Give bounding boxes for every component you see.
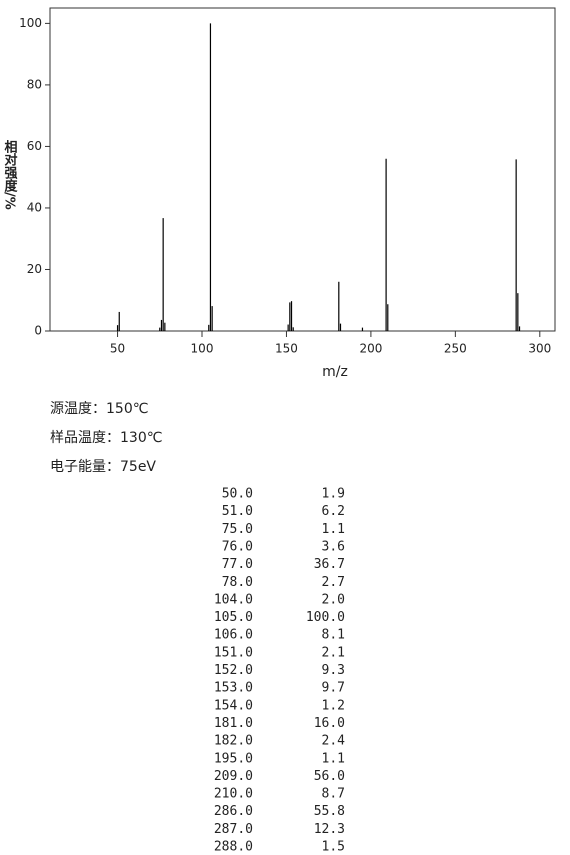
- x-tick-label: 50: [110, 342, 125, 356]
- y-tick-label: 0: [34, 324, 42, 338]
- plot-frame: [49, 7, 556, 332]
- intensity-cell: 16.0: [314, 716, 345, 731]
- condition: 电子能量：75eV: [50, 459, 156, 475]
- intensity-cell: 1.9: [322, 487, 345, 502]
- intensity-cell: 55.8: [314, 804, 345, 819]
- intensity-cell: 8.7: [322, 787, 345, 802]
- intensity-cell: 2.7: [322, 575, 345, 590]
- mz-cell: 105.0: [214, 610, 253, 625]
- intensity-cell: 1.1: [322, 751, 345, 766]
- y-tick-label: 80: [27, 77, 42, 91]
- intensity-cell: 9.7: [322, 681, 345, 696]
- mz-cell: 181.0: [214, 716, 253, 731]
- mz-cell: 153.0: [214, 681, 253, 696]
- mz-cell: 152.0: [214, 663, 253, 678]
- x-tick-label: 250: [444, 342, 467, 356]
- mz-cell: 154.0: [214, 698, 253, 713]
- x-tick-label: 300: [528, 342, 551, 356]
- y-axis-label: 相对强度/%: [2, 139, 18, 209]
- x-tick-label: 100: [191, 342, 214, 356]
- intensity-cell: 6.2: [322, 504, 345, 519]
- y-tick-label: 20: [27, 262, 42, 276]
- mz-cell: 182.0: [214, 734, 253, 749]
- x-tick-label: 150: [275, 342, 298, 356]
- mz-cell: 288.0: [214, 840, 253, 855]
- intensity-cell: 56.0: [314, 769, 345, 784]
- y-tick-label: 100: [19, 16, 42, 30]
- intensity-cell: 2.1: [322, 645, 345, 660]
- mz-cell: 106.0: [214, 628, 253, 643]
- intensity-cell: 36.7: [314, 557, 345, 572]
- x-axis-label: m/z: [322, 364, 348, 380]
- mz-cell: 287.0: [214, 822, 253, 837]
- intensity-cell: 9.3: [322, 663, 345, 678]
- intensity-cell: 1.5: [322, 840, 345, 855]
- intensity-cell: 1.1: [322, 522, 345, 537]
- intensity-cell: 8.1: [322, 628, 345, 643]
- mz-cell: 210.0: [214, 787, 253, 802]
- intensity-cell: 1.2: [322, 698, 345, 713]
- mz-cell: 51.0: [222, 504, 253, 519]
- x-tick-label: 200: [359, 342, 382, 356]
- intensity-cell: 2.4: [322, 734, 346, 749]
- mz-cell: 50.0: [222, 487, 253, 502]
- mz-cell: 104.0: [214, 592, 253, 607]
- y-tick-label: 60: [27, 139, 42, 153]
- mz-cell: 286.0: [214, 804, 253, 819]
- intensity-cell: 12.3: [314, 822, 345, 837]
- mz-cell: 151.0: [214, 645, 253, 660]
- y-tick-label: 40: [27, 200, 42, 214]
- mz-cell: 76.0: [222, 539, 253, 554]
- condition: 样品温度：130℃: [50, 430, 162, 446]
- intensity-cell: 3.6: [322, 539, 345, 554]
- mz-cell: 209.0: [214, 769, 253, 784]
- mz-cell: 78.0: [222, 575, 253, 590]
- mz-cell: 77.0: [222, 557, 253, 572]
- intensity-cell: 100.0: [306, 610, 345, 625]
- condition: 源温度：150℃: [50, 401, 148, 417]
- intensity-cell: 2.0: [322, 592, 345, 607]
- mz-cell: 75.0: [222, 522, 253, 537]
- mz-cell: 195.0: [214, 751, 253, 766]
